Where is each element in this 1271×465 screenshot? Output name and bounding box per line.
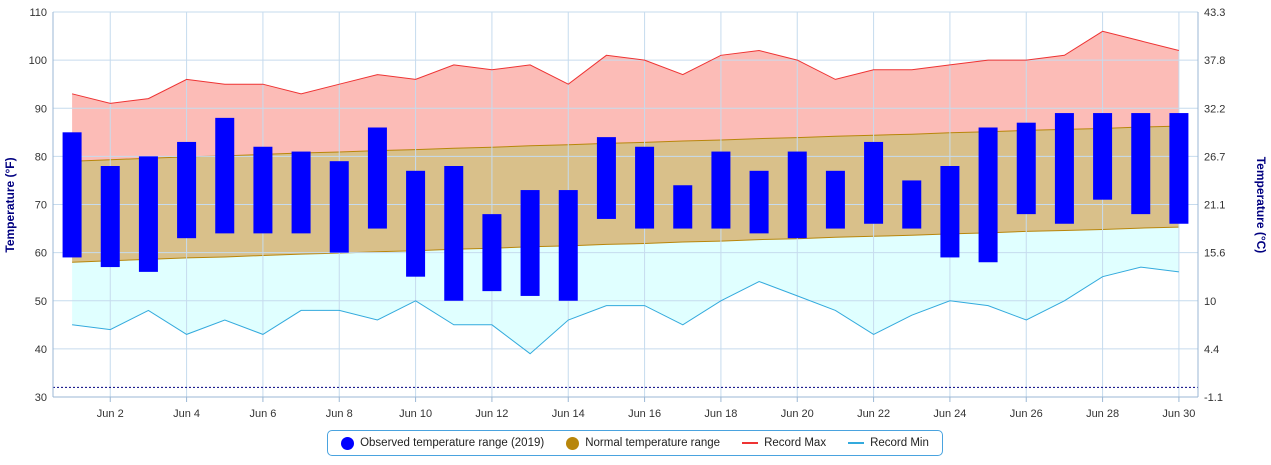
x-tick-label: Jun 16 [628,408,661,420]
x-tick-label: Jun 24 [933,408,966,420]
legend-swatch-observed [341,436,355,450]
observed-range-bar [406,170,426,277]
legend-item-observed[interactable]: Observed temperature range (2019) [341,436,545,450]
x-tick-label: Jun 18 [704,408,737,420]
observed-range-bar [825,170,845,229]
observed-bars [62,113,1189,301]
observed-range-bar [1131,113,1151,215]
observed-range-bar [596,137,616,219]
observed-range-bar [787,151,807,239]
x-tick-label: Jun 14 [552,408,585,420]
y-tick-label-right: 37.8 [1204,55,1225,67]
observed-range-bar [749,170,769,234]
y-tick-label-left: 100 [29,55,47,67]
observed-range-bar [291,151,311,234]
y-tick-label-right: 32.2 [1204,103,1225,115]
observed-range-bar [444,166,464,301]
observed-range-bar [215,117,235,234]
x-tick-label: Jun 4 [173,408,200,420]
record-min-line [72,266,1179,355]
y-axis-title-right: Temperature (°C) [1254,157,1268,254]
observed-range-bar [558,190,578,301]
x-tick-label: Jun 26 [1010,408,1043,420]
observed-range-bar [329,161,349,253]
observed-range-bar [1169,113,1189,224]
y-tick-label-right: 26.7 [1204,151,1225,163]
observed-range-bar [253,146,273,234]
x-tick-label: Jun 8 [326,408,353,420]
observed-range-bar [1093,113,1113,200]
y-tick-label-left: 60 [35,248,47,260]
y-tick-label-left: 70 [35,200,47,212]
observed-range-bar [711,151,731,229]
observed-range-bar [1054,113,1074,224]
y-tick-label-right: -1.1 [1204,392,1223,404]
y-tick-label-right: 4.4 [1204,344,1219,356]
x-tick-label: Jun 2 [97,408,124,420]
axes: 30 -1.1 40 4.4 50 10 60 15.6 70 21.1 80 26.7 90 32.2 1… [29,7,1226,420]
legend-label-normal: Normal temperature range [585,437,721,449]
y-tick-label-left: 110 [29,7,47,19]
observed-range-bar [864,141,884,224]
record-lines [71,30,1180,355]
y-tick-label-right: 10 [1204,296,1216,308]
x-tick-label: Jun 20 [781,408,814,420]
observed-range-bar [940,166,960,258]
area-fills [72,31,1179,354]
legend-item-record-max[interactable]: Record Max [742,437,826,449]
legend-swatch-record-max [742,442,759,444]
y-tick-label-left: 80 [35,151,47,163]
y-tick-label-right: 21.1 [1204,200,1225,212]
chart-svg: 30 -1.1 40 4.4 50 10 60 15.6 70 21.1 80 26.7 90 32.2 1… [3,7,1268,420]
observed-range-bar [520,190,540,296]
observed-range-bar [482,214,502,292]
x-tick-label: Jun 28 [1086,408,1119,420]
normal-range-area [72,126,1179,263]
legend-label-record-max: Record Max [764,437,827,449]
record-max-area [72,31,1179,162]
observed-range-bar [1016,122,1036,215]
observed-range-bar [635,146,655,229]
x-tick-label: Jun 6 [249,408,276,420]
record-max-line [71,30,1180,104]
legend-swatch-normal [566,436,580,450]
y-tick-label-left: 40 [35,344,47,356]
x-tick-label: Jun 12 [475,408,508,420]
observed-range-bar [673,185,693,229]
x-tick-label: Jun 10 [399,408,432,420]
observed-range-bar [100,166,120,268]
observed-range-bar [177,141,197,239]
y-axis-title-left: Temperature (°F) [3,157,17,252]
legend: Observed temperature range (2019) Normal… [327,430,943,456]
y-tick-label-left: 90 [35,103,47,115]
record-min-area [72,227,1179,354]
legend-label-observed: Observed temperature range (2019) [360,437,545,449]
y-tick-label-left: 50 [35,296,47,308]
legend-item-normal[interactable]: Normal temperature range [566,436,721,450]
observed-range-bar [367,127,387,229]
y-tick-label-right: 43.3 [1204,7,1225,19]
y-tick-label-right: 15.6 [1204,248,1225,260]
y-tick-label-left: 30 [35,392,47,404]
observed-range-bar [902,180,922,229]
x-tick-label: Jun 22 [857,408,890,420]
legend-swatch-record-min [848,442,865,444]
x-tick-label: Jun 30 [1162,408,1195,420]
observed-range-bar [138,156,158,272]
observed-range-bar [978,127,998,263]
observed-range-bar [62,132,82,258]
legend-label-record-min: Record Min [870,437,929,449]
legend-item-record-min[interactable]: Record Min [848,437,929,449]
